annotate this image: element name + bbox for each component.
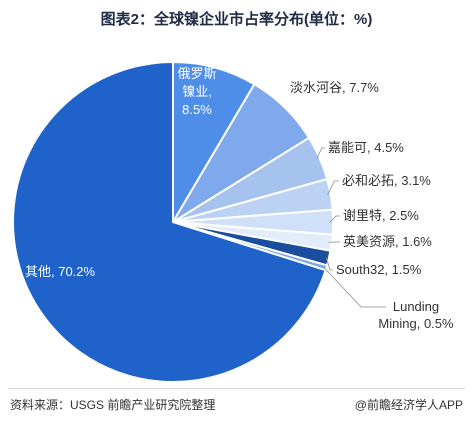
leader-lines <box>316 147 386 308</box>
leader-line <box>325 257 333 271</box>
slice-label: 淡水河谷, 7.7% <box>290 80 379 95</box>
slice-label: Lunding <box>393 299 439 314</box>
slice-label: 其他, 70.2% <box>25 264 96 279</box>
slice-label: 镍业, <box>182 84 212 99</box>
leader-line <box>329 215 340 223</box>
footer-divider <box>8 388 465 389</box>
leader-line <box>327 180 339 195</box>
leader-line <box>323 266 386 308</box>
pie-slice <box>12 60 327 383</box>
source-note: 资料来源：USGS 前瞻产业研究院整理 <box>10 398 216 412</box>
slice-label: Mining, 0.5% <box>378 316 454 331</box>
brand-credit: @前瞻经济学人APP <box>354 398 463 412</box>
slice-label: 谢里特, 2.5% <box>343 208 419 223</box>
slice-label: 嘉能可, 4.5% <box>328 140 404 155</box>
slice-label: 英美资源, 1.6% <box>343 234 432 249</box>
pie-slice <box>172 60 256 226</box>
slice-label: 8.5% <box>182 102 212 117</box>
slice-label: 俄罗斯 <box>177 66 216 81</box>
chart-title: 图表2：全球镍企业市占率分布(单位：%) <box>100 11 373 28</box>
pie-slices <box>12 60 335 383</box>
slice-label: South32, 1.5% <box>336 262 422 277</box>
slice-label: 必和必拓, 3.1% <box>342 173 431 188</box>
leader-line <box>316 147 325 160</box>
